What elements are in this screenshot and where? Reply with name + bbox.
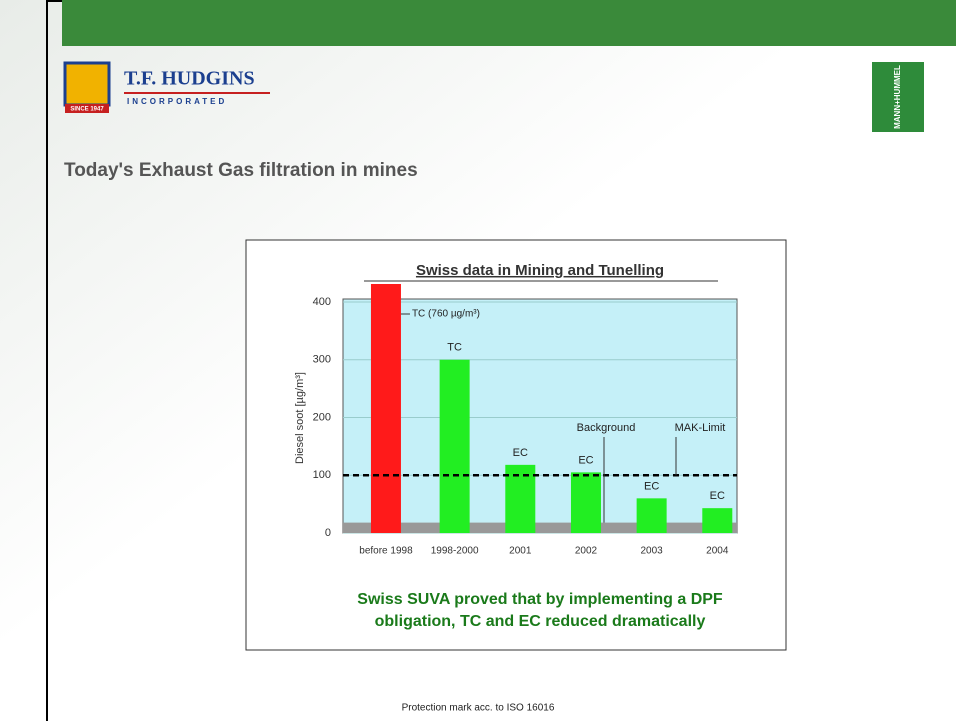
limit-label: MAK-Limit: [675, 422, 726, 434]
background-band: [343, 522, 737, 533]
bar: [570, 472, 601, 533]
x-tick-label: 2003: [641, 546, 664, 557]
y-tick-label: 0: [325, 527, 331, 539]
y-axis-label: Diesel soot [µg/m³]: [294, 372, 306, 464]
y-tick-label: 200: [313, 411, 331, 423]
background-label: Background: [577, 422, 636, 434]
footer: Protection mark acc. to ISO 16016: [402, 703, 555, 714]
bar-label: TC (760 µg/m³): [412, 309, 480, 320]
bar-label: EC: [513, 447, 528, 459]
logo-rule: [124, 92, 270, 94]
logo-sub: INCORPORATED: [127, 97, 227, 106]
header-band: [62, 0, 956, 46]
chart-title: Swiss data in Mining and Tunelling: [416, 262, 664, 279]
bar-label: EC: [644, 480, 659, 492]
slide-title: Today's Exhaust Gas filtration in mines: [64, 160, 418, 181]
bar: [636, 498, 667, 533]
y-tick-label: 300: [313, 354, 331, 366]
logo-band: [65, 104, 109, 113]
bar: [370, 284, 401, 533]
x-tick-label: 1998-2000: [431, 546, 479, 557]
logo-since: SINCE 1947: [70, 107, 104, 113]
caption: Swiss SUVA proved that by implementing a…: [357, 591, 723, 630]
x-tick-label: before 1998: [359, 546, 413, 557]
bar: [702, 508, 733, 533]
logo-name: T.F. HUDGINS: [124, 68, 255, 90]
logo-mark: [63, 61, 111, 107]
y-tick-label: 400: [313, 296, 331, 308]
plot-area: [342, 298, 738, 534]
x-tick-label: 2002: [575, 546, 598, 557]
logo: SINCE 1947 T.F. HUDGINS INCORPORATED: [63, 61, 270, 113]
bar: [439, 359, 470, 533]
bar-label: EC: [578, 454, 593, 466]
x-tick-label: 2001: [509, 546, 532, 557]
x-tick-label: 2004: [706, 546, 729, 557]
bars: [370, 284, 733, 533]
y-tick-label: 100: [313, 469, 331, 481]
bar-label: EC: [710, 490, 725, 502]
partner-logo-text: MANN+HUMMEL: [893, 65, 902, 129]
bar-label: TC: [447, 342, 462, 354]
partner-logo: [872, 62, 924, 132]
bar: [505, 464, 536, 533]
